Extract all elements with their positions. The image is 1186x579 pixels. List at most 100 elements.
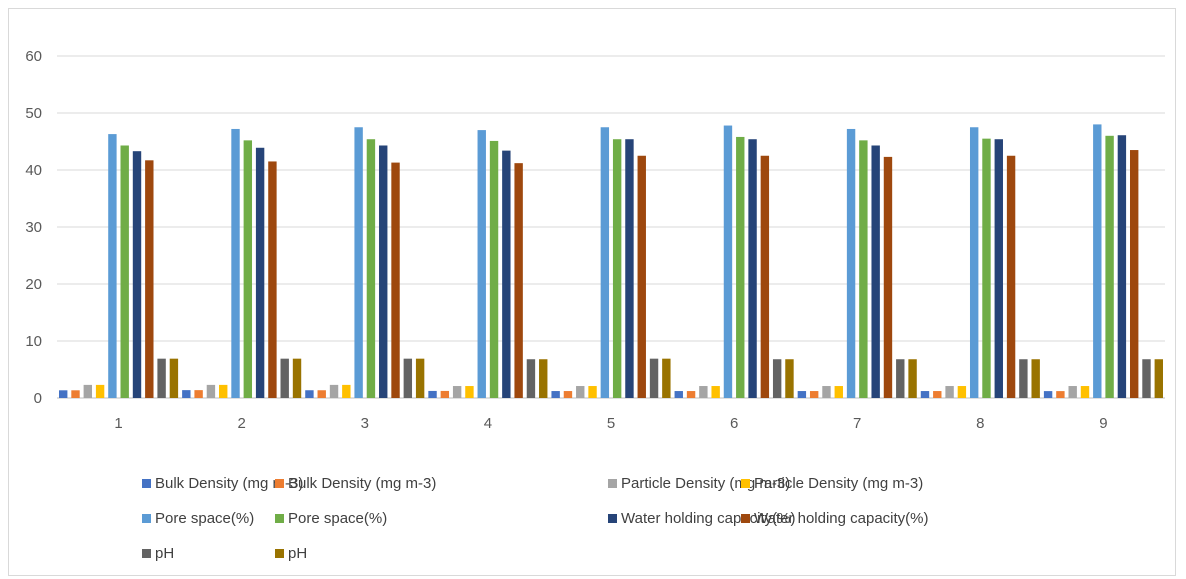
- bar: [699, 386, 708, 398]
- legend-swatch: [142, 479, 151, 488]
- legend-item: Water holding capacity(%): [741, 510, 929, 527]
- y-tick-label: 40: [25, 162, 42, 179]
- bar: [452, 386, 462, 398]
- legend-item: pH: [275, 545, 307, 562]
- bar: [649, 358, 659, 398]
- bar: [834, 386, 843, 398]
- y-axis-ticks: 0 10 20 30 40 50 60: [25, 48, 42, 407]
- legend-swatch: [741, 514, 750, 523]
- bar: [686, 391, 696, 398]
- legend-item: Water holding capacity(%): [608, 510, 796, 527]
- legend-label: pH: [155, 545, 174, 562]
- bar: [502, 150, 511, 398]
- gridlines: [57, 55, 1165, 399]
- bar: [957, 386, 967, 398]
- bar: [859, 140, 868, 399]
- bar: [391, 162, 400, 398]
- legend-label: Water holding capacity(%): [754, 510, 929, 527]
- bar: [317, 390, 326, 398]
- bar: [748, 139, 757, 398]
- bar: [711, 386, 720, 398]
- bar: [194, 390, 203, 398]
- bar: [465, 386, 474, 398]
- legend-swatch: [275, 549, 284, 558]
- y-tick-label: 20: [25, 276, 42, 293]
- bar: [674, 391, 683, 398]
- y-tick-label: 60: [25, 48, 42, 65]
- x-tick-label: 8: [976, 415, 984, 432]
- legend-item: pH: [142, 545, 174, 562]
- bar: [723, 125, 733, 398]
- bar: [1056, 391, 1065, 398]
- bar: [576, 386, 585, 398]
- legend: Bulk Density (mg m-3)Bulk Density (mg m-…: [142, 475, 929, 562]
- legend-swatch: [275, 479, 284, 488]
- legend-swatch: [142, 514, 151, 523]
- legend-swatch: [275, 514, 284, 523]
- bar: [625, 139, 634, 398]
- x-tick-label: 9: [1099, 415, 1107, 432]
- legend-label: pH: [288, 545, 307, 562]
- bar: [760, 155, 770, 398]
- bar: [305, 390, 314, 398]
- legend-label: Pore space(%): [155, 510, 254, 527]
- bar: [157, 358, 166, 398]
- bar: [169, 358, 179, 398]
- bar: [551, 391, 560, 398]
- bar: [1154, 359, 1163, 398]
- bar: [1043, 391, 1053, 398]
- x-tick-label: 2: [237, 415, 245, 432]
- bar: [526, 359, 536, 398]
- legend-label: Particle Density (mg m-3): [754, 475, 923, 492]
- legend-item: Pore space(%): [275, 510, 387, 527]
- bar: [809, 391, 819, 398]
- bar: [797, 391, 807, 398]
- bar: [415, 358, 425, 398]
- bar: [292, 358, 302, 398]
- legend-swatch: [142, 549, 151, 558]
- bar: [933, 391, 942, 398]
- bar: [329, 384, 339, 398]
- y-tick-label: 0: [34, 390, 42, 407]
- x-tick-label: 3: [361, 415, 369, 432]
- y-tick-label: 50: [25, 105, 42, 122]
- bar: [243, 140, 253, 399]
- bar: [1105, 135, 1114, 399]
- bar: [219, 384, 228, 398]
- bar: [366, 139, 376, 398]
- bar: [59, 390, 68, 398]
- y-tick-label: 10: [25, 333, 42, 350]
- bar: [896, 359, 905, 398]
- bar: [1129, 150, 1139, 398]
- bar: [772, 359, 782, 398]
- bar: [662, 358, 671, 398]
- bar: [871, 145, 880, 398]
- bar: [563, 391, 573, 398]
- bar: [920, 391, 930, 398]
- legend-swatch: [741, 479, 750, 488]
- bar: [428, 390, 437, 398]
- bar: [1142, 359, 1151, 398]
- bars: [59, 124, 1163, 399]
- bar: [477, 130, 486, 398]
- bar: [83, 384, 93, 398]
- bar: [403, 358, 413, 398]
- legend-item: Particle Density (mg m-3): [741, 475, 923, 492]
- bar-chart: 0 10 20 30 40 50 60 1 2 3 4 5 6 7 8 9 Bulk Density (mg…: [25, 48, 1165, 562]
- bar: [489, 140, 499, 398]
- legend-label: Pore space(%): [288, 510, 387, 527]
- bar: [1093, 124, 1102, 399]
- bar: [600, 127, 610, 398]
- x-tick-label: 6: [730, 415, 738, 432]
- bar: [255, 147, 265, 398]
- bar: [736, 136, 745, 398]
- bar: [1068, 386, 1077, 398]
- bar: [883, 156, 893, 398]
- bar: [1019, 359, 1028, 398]
- bar: [342, 384, 351, 398]
- legend-label: Bulk Density (mg m-3): [288, 475, 436, 492]
- x-tick-label: 7: [853, 415, 861, 432]
- bar: [132, 151, 142, 398]
- bar: [206, 384, 216, 398]
- bar: [145, 160, 154, 398]
